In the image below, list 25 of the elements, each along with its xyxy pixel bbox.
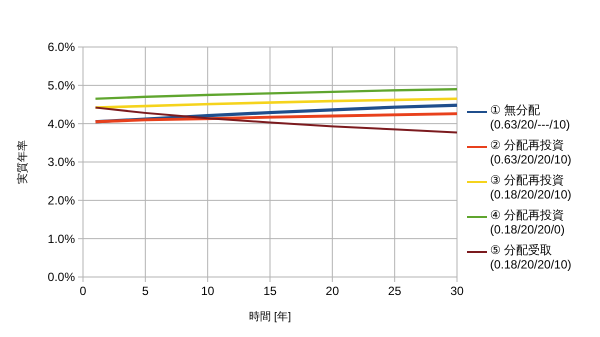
x-axis-title: 時間 [年] xyxy=(248,310,292,323)
line-series xyxy=(94,112,458,124)
legend-label: ③ 分配再投資 (0.18/20/20/10) xyxy=(490,173,572,202)
y-tick-label: 6.0% xyxy=(48,40,76,54)
y-tick-label: 0.0% xyxy=(48,270,76,284)
y-tick-label: 5.0% xyxy=(48,78,76,93)
y-axis-title: 実質年率 xyxy=(16,140,29,184)
line-series xyxy=(94,88,458,100)
y-tick-label: 3.0% xyxy=(48,155,76,170)
x-tick-label: 15 xyxy=(263,284,277,298)
legend-label: ④ 分配再投資 (0.18/20/20/0) xyxy=(490,208,565,237)
x-tick-label: 0 xyxy=(80,284,87,298)
x-tick-label: 5 xyxy=(142,284,149,298)
y-tick-label: 4.0% xyxy=(48,116,76,131)
x-tick-label: 30 xyxy=(450,284,464,298)
x-tick-label: 25 xyxy=(388,284,402,298)
legend-label: ② 分配再投資 (0.63/20/20/10) xyxy=(490,138,572,167)
legend-label: ① 無分配 (0.63/20/---/10) xyxy=(490,103,570,132)
line-series xyxy=(94,106,458,134)
y-tick-label: 1.0% xyxy=(48,232,76,246)
x-tick-label: 10 xyxy=(200,284,215,298)
x-tick-label: 20 xyxy=(326,284,340,298)
legend-label: ⑤ 分配受取 (0.18/20/20/10) xyxy=(490,243,572,272)
y-tick-label: 2.0% xyxy=(48,194,76,208)
line-series xyxy=(94,97,458,109)
